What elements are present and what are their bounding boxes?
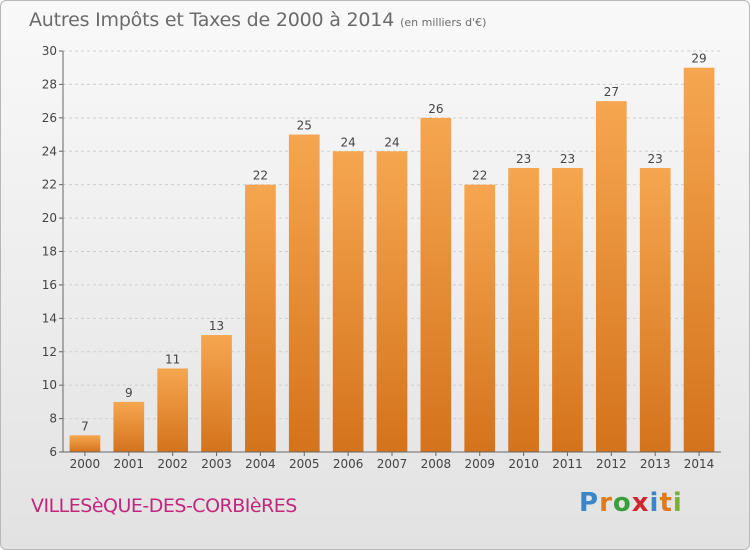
bar	[376, 151, 408, 452]
chart-title: Autres Impôts et Taxes de 2000 à 2014 (en…	[29, 9, 486, 31]
x-tick-label: 2000	[70, 457, 101, 471]
y-tick-label: 30	[42, 44, 57, 58]
bar-value-label: 9	[125, 386, 133, 400]
bar-value-label: 7	[81, 419, 89, 433]
bar	[332, 151, 364, 452]
bar	[595, 101, 627, 452]
bar-value-label: 22	[472, 169, 487, 183]
x-tick-label: 2012	[596, 457, 627, 471]
y-tick-label: 12	[42, 345, 57, 359]
bar-value-label: 24	[340, 135, 355, 149]
bar	[508, 167, 539, 453]
x-tick-label: 2002	[157, 457, 188, 471]
bar-value-label: 11	[165, 352, 180, 366]
logo-letter: x	[631, 488, 650, 518]
y-tick-label: 18	[42, 245, 57, 259]
commune-name: VILLESèQUE-DES-CORBIèRES	[31, 495, 297, 517]
logo-letter: r	[599, 488, 613, 518]
bar	[639, 167, 671, 453]
title-main: Autres Impôts et Taxes de 2000 à 2014	[29, 9, 395, 31]
x-tick-label: 2001	[114, 457, 145, 471]
x-tick-label: 2004	[245, 457, 276, 471]
logo-letter: o	[612, 488, 632, 518]
bar	[113, 401, 145, 452]
bar	[420, 117, 452, 452]
y-tick-label: 6	[49, 445, 57, 459]
x-tick-label: 2007	[377, 457, 408, 471]
logo-letter: i	[672, 488, 683, 518]
x-tick-label: 2011	[552, 457, 583, 471]
bar	[245, 184, 276, 452]
y-tick-label: 26	[42, 111, 57, 125]
x-tick-label: 2008	[421, 457, 452, 471]
bar-value-label: 22	[253, 169, 268, 183]
y-tick-label: 14	[42, 311, 57, 325]
y-tick-label: 10	[42, 378, 57, 392]
y-tick-label: 16	[42, 278, 57, 292]
bar-value-label: 23	[516, 152, 531, 166]
bar-value-label: 29	[691, 52, 706, 66]
bar-value-label: 25	[297, 119, 312, 133]
bar	[69, 435, 101, 452]
bar-value-label: 23	[560, 152, 575, 166]
proxiti-logo: Proxiti	[579, 488, 683, 518]
y-tick-label: 28	[42, 77, 57, 91]
x-tick-label: 2013	[640, 457, 671, 471]
x-tick-label: 2009	[464, 457, 495, 471]
bar	[464, 184, 496, 452]
logo-letter: t	[659, 488, 673, 518]
bars	[69, 67, 715, 453]
logo-letter: i	[649, 488, 660, 518]
y-tick-label: 24	[42, 144, 57, 158]
bar-value-label: 26	[428, 102, 443, 116]
bar-value-label: 27	[604, 85, 619, 99]
x-tick-label: 2005	[289, 457, 320, 471]
x-tick-label: 2014	[684, 457, 715, 471]
axes	[59, 50, 721, 456]
x-tick-label: 2006	[333, 457, 364, 471]
bar	[552, 167, 583, 453]
bar	[288, 134, 320, 452]
y-tick-label: 22	[42, 178, 57, 192]
bar	[157, 368, 189, 452]
bar	[201, 335, 232, 452]
bar	[683, 67, 715, 452]
x-tick-label: 2010	[508, 457, 539, 471]
bar-value-label: 23	[648, 152, 663, 166]
y-tick-label: 20	[42, 211, 57, 225]
bar-value-label: 13	[209, 319, 224, 333]
labels: 6 8 10 12 14 16 18 20 22 24 26 28 30 7 2000 9 2001 11 2002…	[42, 44, 715, 471]
logo-letter: P	[579, 488, 600, 518]
title-unit: (en milliers d'€)	[400, 16, 487, 29]
x-tick-label: 2003	[201, 457, 232, 471]
bar-value-label: 24	[384, 135, 399, 149]
y-tick-label: 8	[49, 412, 57, 426]
